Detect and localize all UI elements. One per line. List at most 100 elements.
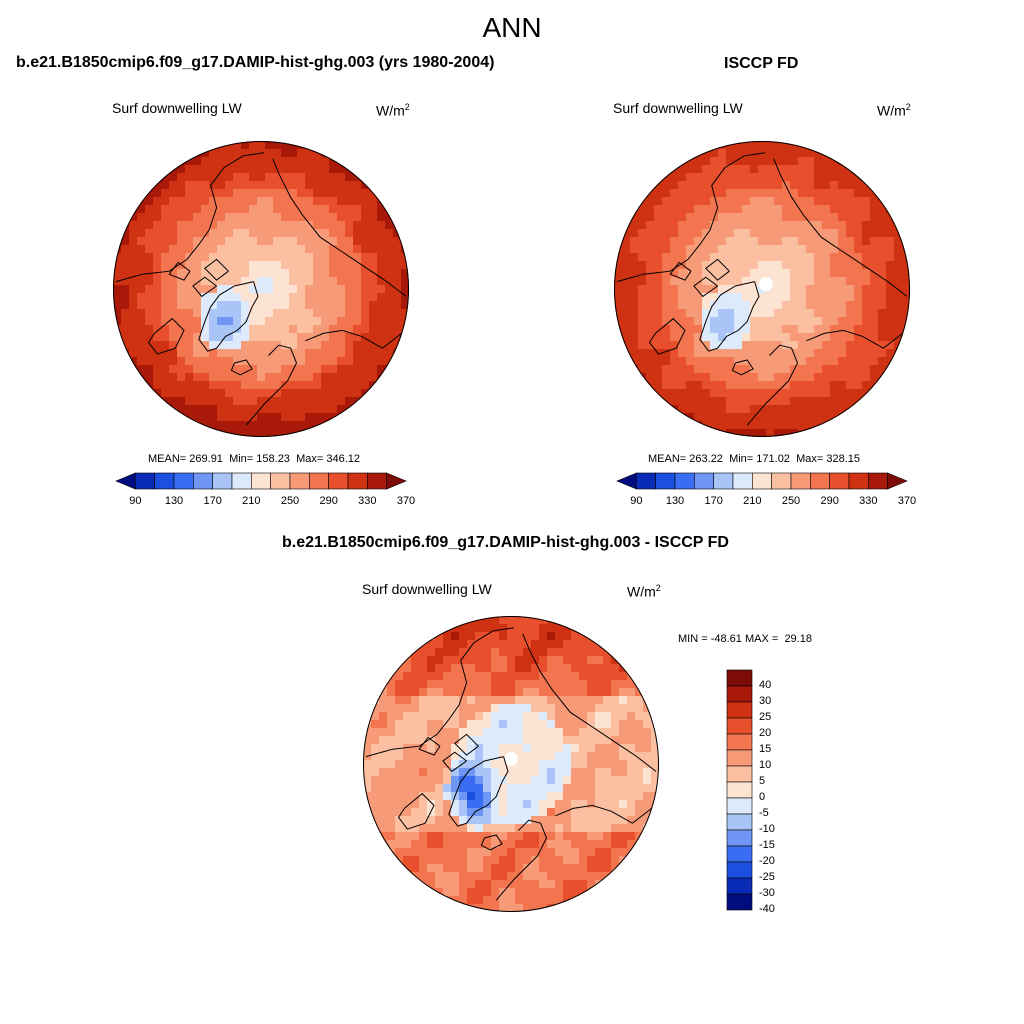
colorbar-tick-label: 210 <box>242 495 261 507</box>
colorbar-box <box>726 669 753 687</box>
colorbar-tick-label: 290 <box>820 495 839 507</box>
colorbar-box <box>752 472 772 490</box>
pole-hole <box>504 752 518 766</box>
colorbar-tick-label: 10 <box>759 759 772 771</box>
coastline <box>418 736 441 756</box>
model-variable-label: Surf downwelling LW <box>112 100 242 116</box>
colorbar-arrow-low <box>115 472 136 490</box>
colorbar-tick-label: 25 <box>759 711 772 723</box>
diff-units-label: W/m2 <box>627 583 661 600</box>
colorbar-tick-label: -30 <box>759 887 775 899</box>
coastline <box>230 359 253 376</box>
coastline <box>305 329 402 349</box>
colorbar-box <box>726 701 753 719</box>
diff-colorbar <box>726 669 753 911</box>
colorbar-tick-label: 40 <box>759 679 772 691</box>
colorbar-box <box>154 472 175 490</box>
map-border <box>363 616 659 912</box>
colorbar-tick-label: 370 <box>396 495 416 507</box>
coastline <box>272 158 407 297</box>
colorbar-box <box>309 472 329 490</box>
colorbar-tick-label: 170 <box>203 495 222 507</box>
colorbar-box <box>726 765 753 783</box>
colorbar-tick-label: 5 <box>759 775 766 787</box>
colorbar-tick-label: 130 <box>665 495 685 507</box>
coastline <box>669 261 692 281</box>
coastline <box>192 276 217 298</box>
coastline <box>365 627 515 758</box>
coastlines <box>115 152 407 426</box>
colorbar-tick-label: 370 <box>897 495 917 507</box>
coastline <box>245 344 298 426</box>
obs-panel-title: ISCCP FD <box>724 55 799 72</box>
colorbar-tick-label: 20 <box>759 727 772 739</box>
colorbar-tick-label: -25 <box>759 871 775 883</box>
coastline <box>555 804 652 824</box>
colorbar-box <box>726 781 753 799</box>
obs-variable-label: Surf downwelling LW <box>613 100 743 116</box>
coastline <box>442 751 467 773</box>
colorbar-box <box>289 472 310 490</box>
colorbar-box <box>848 472 869 490</box>
colorbar-box <box>328 472 349 490</box>
coastline <box>522 633 657 772</box>
colorbar-arrow-high <box>887 472 908 490</box>
colorbar-tick-label: 0 <box>759 791 766 803</box>
coastline <box>746 344 799 426</box>
colorbar-tick-label: 170 <box>704 495 723 507</box>
colorbar-box <box>636 472 656 490</box>
colorbar-box <box>173 472 194 490</box>
colorbar-box <box>135 472 155 490</box>
colorbar-tick-label: 90 <box>129 495 142 507</box>
colorbar-box <box>868 472 888 490</box>
pole-hole <box>759 277 773 291</box>
colorbar-arrow-low <box>616 472 637 490</box>
colorbar-box <box>655 472 676 490</box>
colorbar-tick-label: 330 <box>358 495 377 507</box>
coastline <box>115 152 265 283</box>
colorbar-box <box>732 472 753 490</box>
colorbar-tick-label: -5 <box>759 807 769 819</box>
colorbar-box <box>726 685 753 703</box>
diff-colorbar-ticks: 40 30 25 20 15 10 5 0 -5 -10 -15 -20 -25 -30 -40 <box>759 670 799 915</box>
obs-colorbar <box>616 472 908 490</box>
colorbar-box <box>726 717 753 735</box>
colorbar-box <box>212 472 233 490</box>
model-panel-title: b.e21.B1850cmip6.f09_g17.DAMIP-hist-ghg.… <box>16 54 495 71</box>
colorbar-tick-label: 290 <box>319 495 338 507</box>
colorbar-box <box>231 472 252 490</box>
colorbar-box <box>193 472 213 490</box>
colorbar-box <box>726 845 753 863</box>
model-colorbar-ticks: 90 130 170 210 250 290 330 370 <box>116 495 415 509</box>
coastline <box>693 276 718 298</box>
coastline <box>699 281 760 352</box>
colorbar-box <box>694 472 714 490</box>
colorbar-box <box>726 829 753 847</box>
obs-polar-map <box>614 141 910 437</box>
colorbar-tick-label: 15 <box>759 743 772 755</box>
colorbar-box <box>713 472 734 490</box>
diff-polar-map <box>363 616 659 912</box>
coastline <box>168 261 191 281</box>
colorbar-tick-label: -15 <box>759 839 775 851</box>
colorbar-tick-label: -40 <box>759 903 775 915</box>
colorbar-box <box>771 472 792 490</box>
diff-variable-label: Surf downwelling LW <box>362 581 492 597</box>
colorbar-box <box>270 472 291 490</box>
coastline <box>454 733 479 756</box>
colorbar-box <box>829 472 850 490</box>
model-polar-map <box>113 141 409 437</box>
obs-units-label: W/m2 <box>877 102 911 119</box>
diff-stats: MIN = -48.61 MAX = 29.18 <box>678 633 812 645</box>
coastline <box>648 317 686 355</box>
model-units-label: W/m2 <box>376 102 410 119</box>
colorbar-tick-label: 250 <box>280 495 300 507</box>
colorbar-tick-label: -20 <box>759 855 775 867</box>
colorbar-box <box>726 733 753 751</box>
coastline <box>616 152 766 283</box>
coastline <box>198 281 259 352</box>
coastline <box>204 258 229 281</box>
map-field <box>614 141 910 437</box>
colorbar-box <box>726 877 753 895</box>
colorbar-box <box>726 861 753 879</box>
